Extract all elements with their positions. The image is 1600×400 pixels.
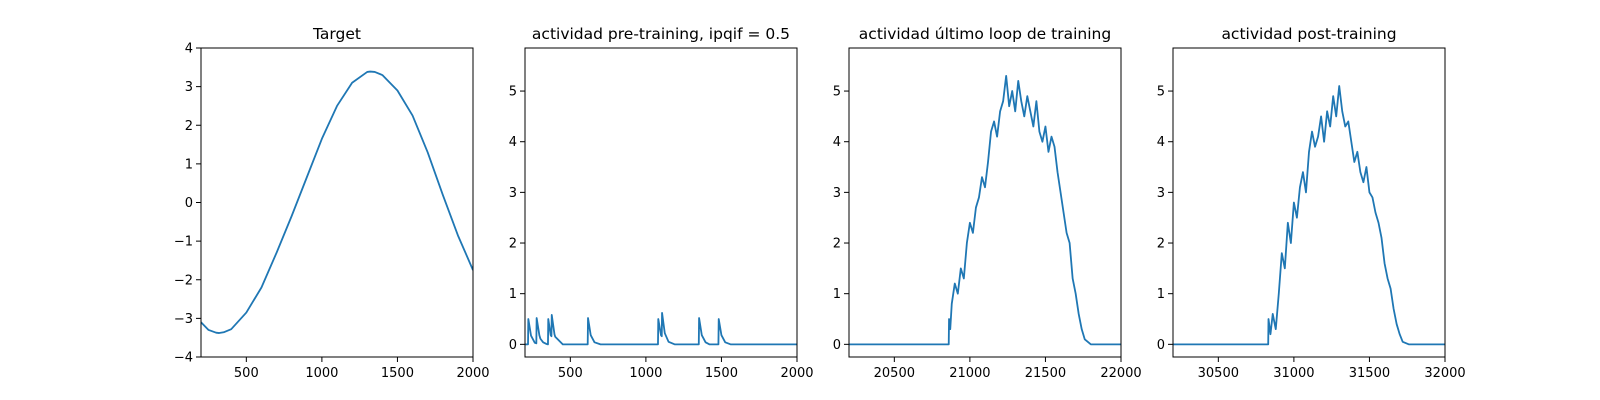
y-tick-label: 2 <box>185 119 193 134</box>
subplot-4: 30500 31000 31500 32000 0 1 2 3 4 5 actividad post… <box>1157 25 1466 381</box>
x-tick-label: 1500 <box>381 366 414 381</box>
axes-frame <box>848 47 1122 358</box>
y-tick-label: 4 <box>1157 135 1165 150</box>
x-tick-label: 21500 <box>1025 366 1066 381</box>
y-tick-label: 3 <box>1157 186 1165 201</box>
x-tick-label: 2000 <box>780 366 813 381</box>
y-tick-label: 1 <box>185 157 193 172</box>
y-tick-label: 4 <box>833 135 841 150</box>
axes-frame <box>1172 47 1446 358</box>
y-tick-label: 0 <box>509 338 517 353</box>
x-tick-label: 32000 <box>1424 366 1465 381</box>
y-tick-label: 3 <box>509 186 517 201</box>
y-tick-label: 5 <box>833 85 841 100</box>
series-line <box>1173 85 1445 346</box>
y-tick-label: 1 <box>509 287 517 302</box>
y-tick-label: 5 <box>509 85 517 100</box>
y-tick-label: 2 <box>509 237 517 252</box>
y-tick-label: 0 <box>1157 338 1165 353</box>
y-tick-label: 3 <box>833 186 841 201</box>
y-tick-label: 1 <box>1157 287 1165 302</box>
y-tick-label: −4 <box>174 351 193 366</box>
x-tick-label: 21000 <box>949 366 990 381</box>
y-tick-label: 5 <box>1157 85 1165 100</box>
axes-frame <box>524 47 798 358</box>
y-tick-label: 3 <box>185 80 193 95</box>
y-tick-label: 0 <box>833 338 841 353</box>
chart-title: actividad pre-training, ipqif = 0.5 <box>532 25 790 43</box>
chart-title: actividad post-training <box>1221 25 1396 43</box>
x-tick-label: 31500 <box>1349 366 1390 381</box>
axes-frame <box>200 47 474 358</box>
y-tick-label: 2 <box>833 237 841 252</box>
subplot-2: 500 1000 1500 2000 0 1 2 3 4 5 actividad pre-train… <box>509 25 814 381</box>
series-line <box>201 70 473 334</box>
subplot-1: 500 1000 1500 2000 −4 −3 −2 −1 0 1 2 3 4 Target <box>174 25 490 381</box>
y-tick-label: −2 <box>174 273 193 288</box>
series-line <box>525 312 797 346</box>
chart-title: actividad último loop de training <box>859 25 1111 43</box>
x-tick-label: 1000 <box>305 366 338 381</box>
y-tick-label: 4 <box>185 42 193 57</box>
x-tick-label: 1000 <box>629 366 662 381</box>
x-tick-label: 1500 <box>705 366 738 381</box>
chart-title: Target <box>312 25 361 43</box>
y-tick-label: 0 <box>185 196 193 211</box>
y-tick-label: −1 <box>174 235 193 250</box>
x-tick-label: 2000 <box>456 366 489 381</box>
x-tick-label: 500 <box>234 366 259 381</box>
y-tick-label: −3 <box>174 312 193 327</box>
y-tick-label: 2 <box>1157 237 1165 252</box>
x-tick-label: 30500 <box>1198 366 1239 381</box>
x-tick-label: 31000 <box>1273 366 1314 381</box>
y-tick-label: 4 <box>509 135 517 150</box>
x-tick-label: 20500 <box>874 366 915 381</box>
subplot-3: 20500 21000 21500 22000 0 1 2 3 4 5 actividad últi… <box>833 25 1142 381</box>
y-tick-label: 1 <box>833 287 841 302</box>
x-tick-label: 22000 <box>1100 366 1141 381</box>
series-line <box>849 74 1121 346</box>
x-tick-label: 500 <box>558 366 583 381</box>
